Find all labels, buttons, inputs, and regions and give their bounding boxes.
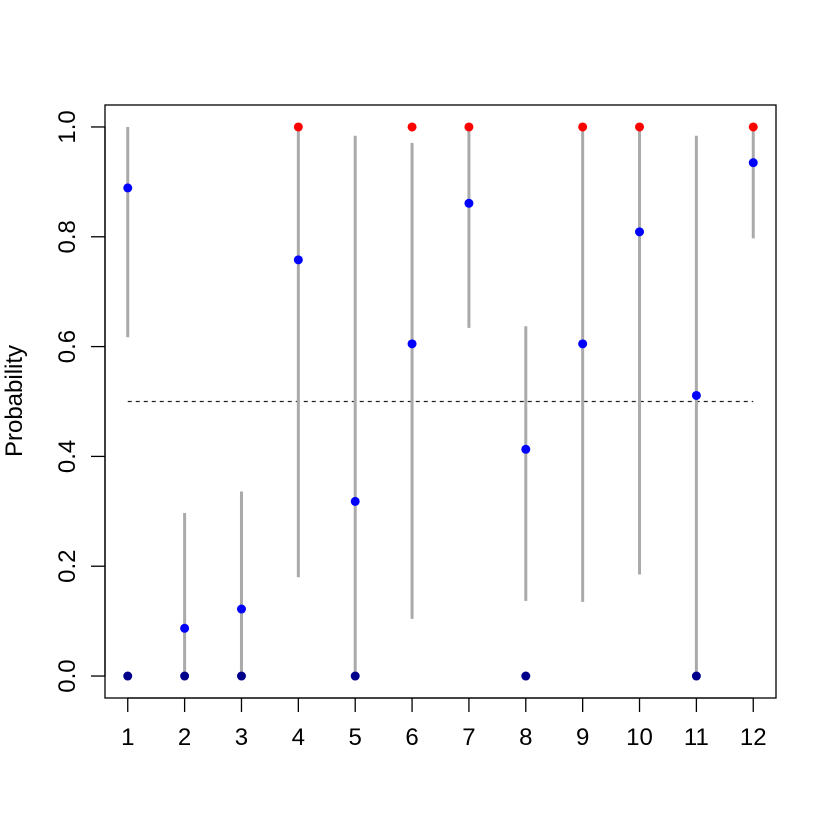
x-tick-label: 5: [349, 724, 362, 751]
x-tick-label: 12: [740, 724, 767, 751]
estimate-point: [748, 158, 758, 168]
y-axis-title: Probability: [1, 345, 28, 457]
x-tick-label: 2: [178, 724, 191, 751]
estimate-point: [635, 227, 645, 237]
observed-1-point: [293, 122, 303, 132]
x-tick-label: 8: [519, 724, 532, 751]
observed-1-point: [635, 122, 645, 132]
estimate-point: [464, 198, 474, 208]
x-tick-label: 11: [684, 724, 709, 751]
observed-0-point: [180, 671, 190, 681]
observed-1-point: [748, 122, 758, 132]
y-tick-label: 1.0: [54, 110, 81, 143]
observed-0-point: [350, 671, 360, 681]
x-tick-label: 9: [576, 724, 589, 751]
estimate-point: [691, 390, 701, 400]
observed-1-point: [407, 122, 417, 132]
estimate-point: [180, 623, 190, 633]
observed-1-point: [578, 122, 588, 132]
x-tick-label: 3: [235, 724, 248, 751]
observed-0-point: [123, 671, 133, 681]
estimate-point: [578, 339, 588, 349]
estimate-point: [521, 444, 531, 454]
x-tick-label: 7: [462, 724, 475, 751]
estimate-point: [293, 255, 303, 265]
x-axis: 1 2 3 4 5 6 7 8 9 10 11 12: [121, 697, 767, 751]
y-tick-label: 0.0: [54, 659, 81, 692]
y-tick-label: 0.4: [54, 440, 81, 473]
estimate-point: [236, 604, 246, 614]
y-tick-label: 0.8: [54, 220, 81, 253]
y-tick-label: 0.6: [54, 330, 81, 363]
observed-0-point: [691, 671, 701, 681]
observed-0-point: [236, 671, 246, 681]
x-tick-label: 4: [292, 724, 305, 751]
x-tick-label: 10: [626, 724, 653, 751]
x-tick-label: 1: [121, 724, 134, 751]
estimate-point: [123, 183, 133, 193]
observed-1-point: [464, 122, 474, 132]
estimate-point: [407, 339, 417, 349]
plot-marks: [123, 122, 758, 681]
y-axis: 0.0 0.2 0.4 0.6 0.8 1.0: [54, 110, 106, 693]
y-tick-label: 0.2: [54, 550, 81, 583]
observed-0-point: [521, 671, 531, 681]
x-tick-label: 6: [405, 724, 418, 751]
estimate-point: [350, 496, 360, 506]
